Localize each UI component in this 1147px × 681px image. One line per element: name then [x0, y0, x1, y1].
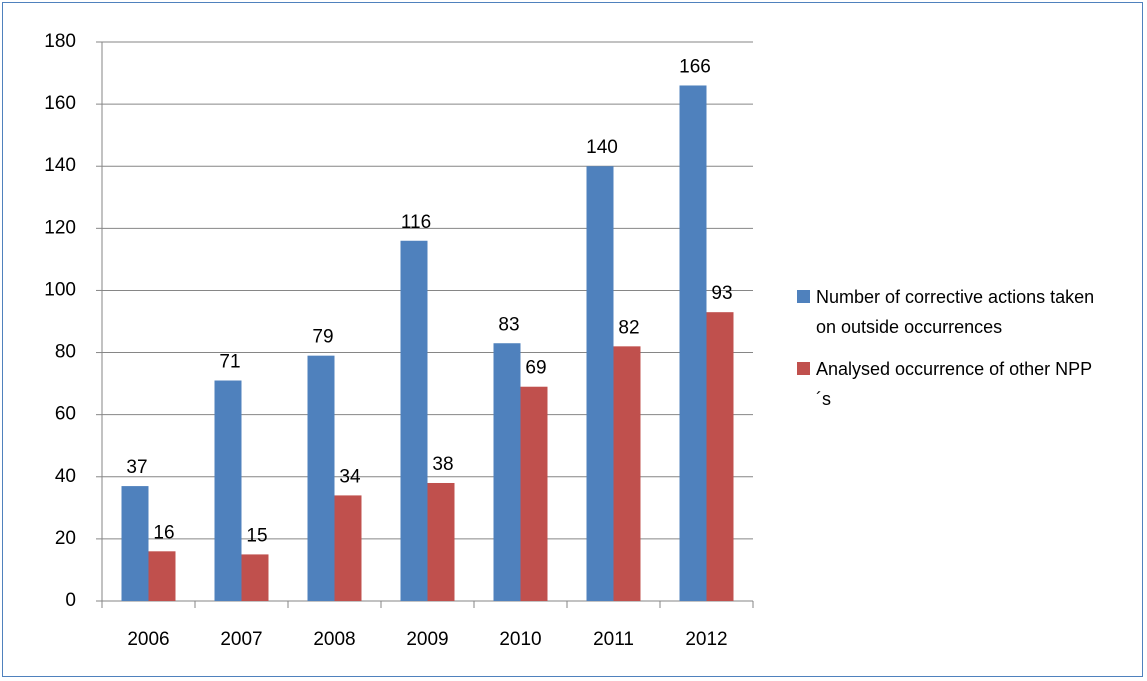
- data-label: 15: [246, 525, 267, 546]
- data-label: 69: [525, 358, 546, 379]
- bar: [307, 355, 335, 601]
- bar: [214, 380, 242, 601]
- y-tick-label: 180: [44, 31, 76, 52]
- data-label: 116: [401, 212, 431, 233]
- y-tick-label: 140: [44, 155, 76, 176]
- y-tick-label: 160: [44, 93, 76, 114]
- data-label: 140: [586, 137, 618, 158]
- x-tick-label: 2007: [220, 629, 262, 650]
- data-label: 37: [126, 457, 147, 478]
- bar: [400, 240, 428, 601]
- x-tick-label: 2012: [685, 629, 727, 650]
- data-label: 34: [339, 466, 361, 487]
- legend-entry: Number of corrective actions taken on ou…: [797, 282, 1117, 342]
- data-label: 82: [618, 317, 639, 338]
- y-tick-label: 100: [44, 279, 76, 300]
- bar: [520, 386, 548, 601]
- y-tick-label: 40: [55, 466, 76, 487]
- data-label: 93: [711, 283, 732, 304]
- bar: [427, 482, 455, 601]
- legend-swatch: [797, 362, 810, 375]
- bar: [241, 554, 269, 601]
- x-tick-label: 2009: [406, 629, 448, 650]
- data-label: 79: [312, 327, 333, 348]
- legend: Number of corrective actions taken on ou…: [797, 282, 1117, 426]
- bar: [493, 343, 521, 601]
- y-tick-label: 60: [55, 404, 76, 425]
- data-label: 83: [498, 314, 519, 335]
- bar: [586, 166, 614, 601]
- data-label: 71: [219, 352, 240, 373]
- legend-label: Number of corrective actions taken on ou…: [816, 287, 1095, 337]
- x-tick-label: 2011: [593, 629, 634, 650]
- data-label: 38: [432, 454, 453, 475]
- legend-entry: Analysed occurrence of other NPP´s: [797, 354, 1117, 414]
- data-label: 166: [679, 56, 711, 77]
- bar: [334, 495, 362, 601]
- data-label: 16: [153, 522, 174, 543]
- bar: [613, 346, 641, 601]
- bar: [679, 85, 707, 601]
- legend-label: Analysed occurrence of other NPP´s: [816, 359, 1093, 409]
- legend-swatch: [797, 290, 810, 303]
- x-tick-label: 2008: [313, 629, 355, 650]
- bar: [706, 312, 734, 601]
- bar: [121, 486, 149, 601]
- bar: [148, 551, 176, 601]
- y-tick-label: 80: [55, 342, 76, 363]
- x-tick-label: 2010: [499, 629, 541, 650]
- y-tick-label: 120: [44, 217, 76, 238]
- x-tick-label: 2006: [127, 629, 169, 650]
- y-tick-label: 0: [65, 590, 76, 611]
- y-tick-label: 20: [55, 528, 76, 549]
